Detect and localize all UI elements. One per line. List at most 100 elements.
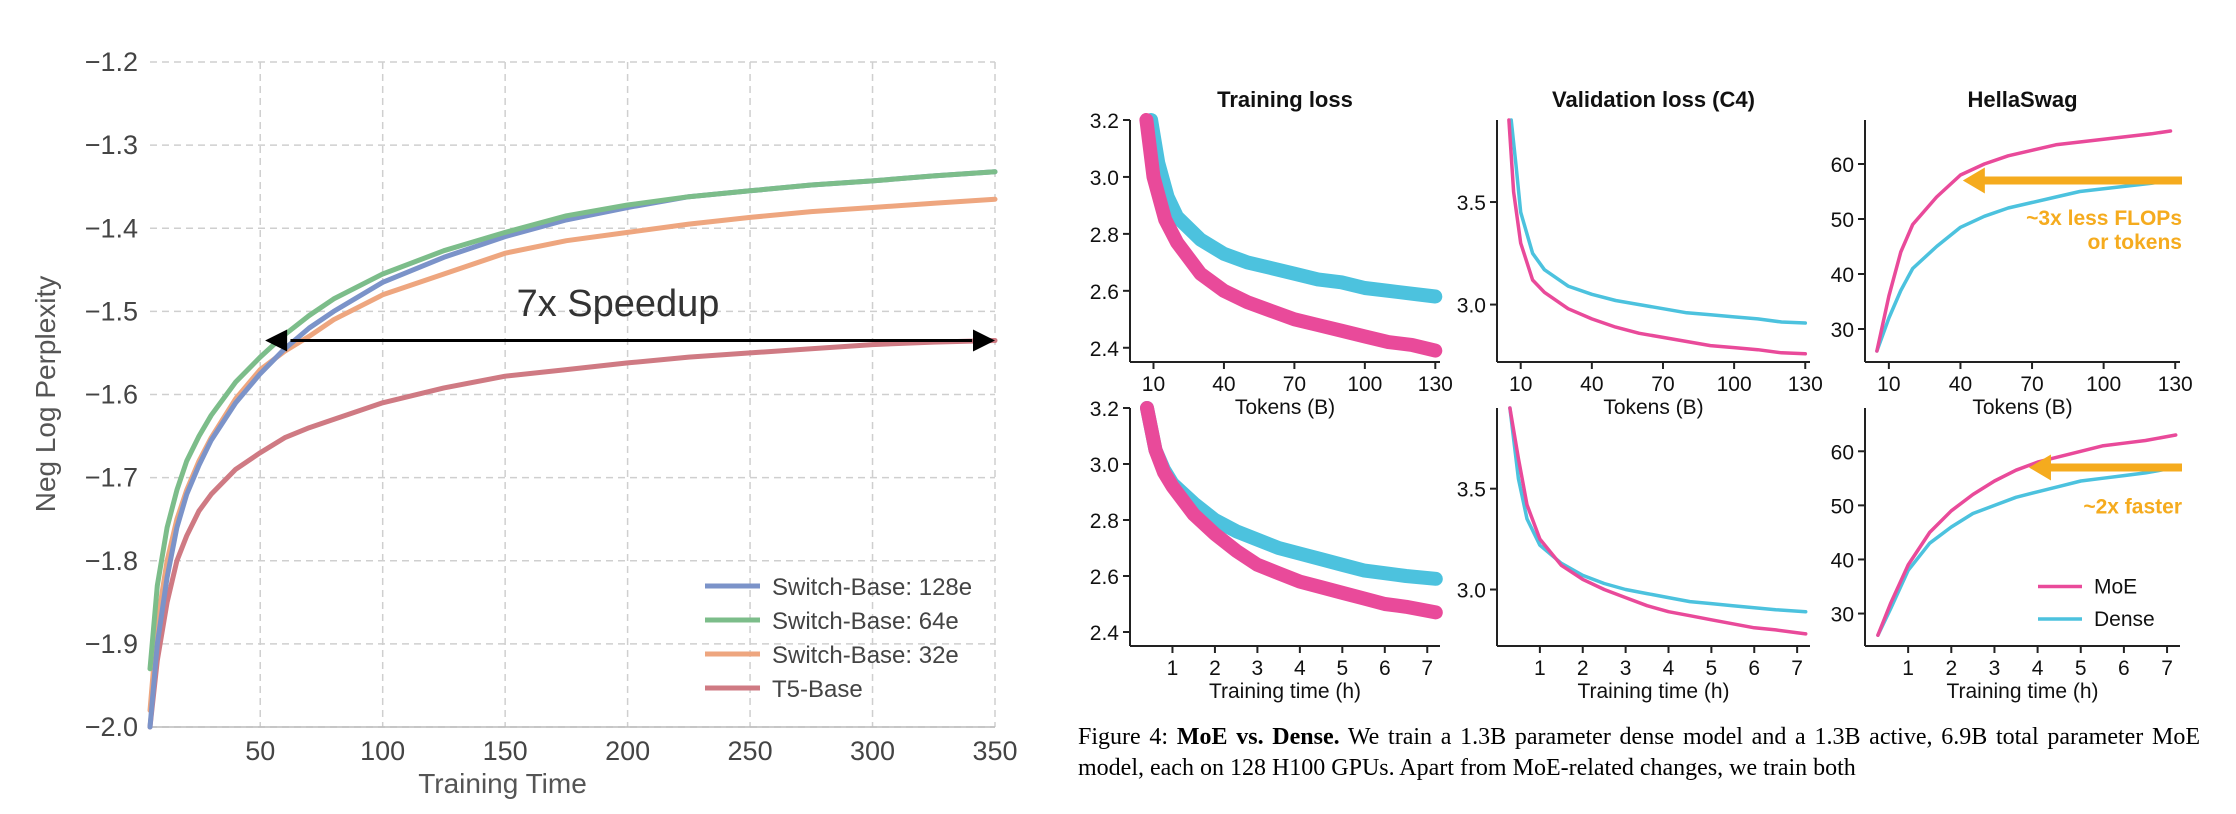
x-tick-label: 50 — [245, 736, 275, 766]
series-line-moe — [1875, 129, 2173, 353]
speedup-arrow-head-right — [973, 329, 995, 352]
x-tick-label: 3 — [1989, 657, 2001, 680]
y-tick-label: −1.8 — [85, 546, 138, 576]
series-line-moe — [1876, 433, 2178, 637]
x-tick-label: 40 — [1580, 373, 1603, 396]
panel-time-3: 30 40 50 60 1 2 3 4 5 6 7 Training time (h) ~2x fast… — [1831, 408, 2182, 703]
y-tick-label: 2.8 — [1090, 224, 1119, 247]
y-tick-label: 30 — [1831, 319, 1854, 342]
x-tick-label: 200 — [605, 736, 650, 766]
x-tick-label: 130 — [2158, 373, 2193, 396]
y-tick-label: −1.6 — [85, 380, 138, 410]
x-axis-label: Tokens (B) — [1235, 396, 1335, 419]
series-line-switch-base-64e — [147, 169, 998, 672]
y-tick-label: −1.5 — [85, 296, 138, 326]
x-tick-label: 5 — [1706, 657, 1718, 680]
x-tick-label: 150 — [483, 736, 528, 766]
figure-caption: Figure 4: MoE vs. Dense. We train a 1.3B… — [1078, 722, 2200, 784]
panel-title: HellaSwag — [1967, 87, 2077, 112]
legend-label: Dense — [2094, 608, 2155, 631]
legend-label: Switch-Base: 32e — [772, 642, 959, 669]
x-tick-label: 7 — [2161, 657, 2173, 680]
x-tick-label: 130 — [1418, 373, 1453, 396]
y-tick-label: 3.5 — [1457, 479, 1486, 502]
y-tick-label: 2.4 — [1090, 622, 1120, 645]
x-tick-label: 10 — [1509, 373, 1532, 396]
y-tick-label: 3.0 — [1457, 580, 1486, 603]
x-tick-label: 40 — [1212, 373, 1235, 396]
x-tick-label: 6 — [2118, 657, 2130, 680]
hellaswag-annotation: ~2x faster — [2083, 495, 2182, 518]
series-line-dense — [1509, 118, 1808, 325]
x-tick-label: 4 — [1663, 657, 1675, 680]
x-tick-label: 7 — [1421, 657, 1433, 680]
x-tick-label: 5 — [1336, 657, 1348, 680]
x-axis-label: Training time (h) — [1577, 680, 1729, 703]
x-tick-label: 70 — [2020, 373, 2043, 396]
series-line-dense — [1144, 113, 1443, 304]
y-tick-label: −1.4 — [85, 213, 138, 243]
x-tick-label: 1 — [1167, 657, 1179, 680]
x-tick-label: 100 — [1347, 373, 1382, 396]
series-line-moe — [1508, 406, 1808, 636]
series-line-moe — [1140, 401, 1443, 620]
y-tick-label: 2.6 — [1090, 281, 1119, 304]
y-tick-label: 50 — [1831, 495, 1854, 518]
gap-arrow-head — [1962, 167, 1985, 194]
x-tick-label: 4 — [1294, 657, 1306, 680]
y-tick-label: 3.2 — [1090, 398, 1119, 421]
series-line-dense — [1140, 401, 1443, 586]
y-tick-label: 60 — [1831, 154, 1854, 177]
x-tick-label: 250 — [728, 736, 773, 766]
y-tick-label: 60 — [1831, 441, 1854, 464]
y-tick-label: 50 — [1831, 209, 1854, 232]
caption-label: Figure 4: — [1078, 724, 1169, 750]
legend-label: T5-Base — [772, 676, 863, 703]
y-tick-label: 3.0 — [1090, 167, 1119, 190]
x-tick-label: 7 — [1791, 657, 1803, 680]
x-tick-label: 3 — [1252, 657, 1264, 680]
series-line-dense — [1876, 465, 2178, 637]
panel-time-2: 3.0 3.5 1 2 3 4 5 6 7 Training time (h) — [1457, 406, 1810, 703]
x-tick-label: 6 — [1379, 657, 1391, 680]
caption-bold: MoE vs. Dense. — [1176, 724, 1340, 750]
panel-tokens-1: 2.4 2.6 2.8 3.0 3.2 10 40 70 100 130 Tokens (B) Tra… — [1090, 87, 1453, 419]
x-axis-label: Training time (h) — [1209, 680, 1361, 703]
legend-label: MoE — [2094, 576, 2137, 599]
panel-tokens-3: 30 40 50 60 10 40 70 100 130 Tokens (B) HellaSwag ~… — [1831, 87, 2193, 419]
y-tick-label: −1.2 — [85, 47, 138, 77]
x-tick-label: 70 — [1651, 373, 1674, 396]
series-line-dense — [1875, 178, 2173, 353]
x-tick-label: 10 — [1142, 373, 1165, 396]
panel-time-1: 2.4 2.6 2.8 3.0 3.2 1 2 3 4 5 6 7 Training time (h) — [1090, 398, 1443, 703]
legend-label: Switch-Base: 64e — [772, 608, 959, 635]
y-tick-label: −2.0 — [85, 712, 138, 742]
x-tick-label: 2 — [1209, 657, 1221, 680]
x-tick-label: 6 — [1748, 657, 1760, 680]
x-axis-label: Tokens (B) — [1603, 396, 1703, 419]
y-tick-label: 40 — [1831, 549, 1854, 572]
caption-text: We train a 1.3B parameter dense model an… — [1078, 724, 2201, 781]
left-chart: −2.0 −1.9 −1.8 −1.7 −1.6 −1.5 −1.4 −1.3 −1.2 50 10… — [30, 47, 1018, 799]
y-tick-label: 3.2 — [1090, 110, 1119, 133]
x-tick-label: 3 — [1620, 657, 1632, 680]
x-tick-label: 2 — [1945, 657, 1957, 680]
series-line-t5-base — [147, 338, 998, 730]
x-axis-label: Training Time — [418, 768, 587, 799]
x-tick-label: 100 — [1717, 373, 1752, 396]
y-tick-label: 40 — [1831, 264, 1854, 287]
y-tick-label: −1.7 — [85, 463, 138, 493]
x-tick-label: 5 — [2075, 657, 2087, 680]
x-tick-label: 100 — [360, 736, 405, 766]
panel-tokens-2: 3.0 3.5 10 40 70 100 130 Tokens (B) Validation l… — [1457, 87, 1823, 419]
x-axis-label: Training time (h) — [1946, 680, 2098, 703]
legend-label: Switch-Base: 128e — [772, 574, 972, 601]
x-tick-label: 2 — [1577, 657, 1589, 680]
y-tick-label: 2.6 — [1090, 566, 1119, 589]
speedup-annotation: 7x Speedup — [517, 283, 720, 325]
panel-title: Validation loss (C4) — [1552, 87, 1755, 112]
x-tick-label: 100 — [2086, 373, 2121, 396]
hellaswag-annotation: ~3x less FLOPs or tokens — [2026, 207, 2182, 254]
y-tick-label: 2.8 — [1090, 510, 1119, 533]
